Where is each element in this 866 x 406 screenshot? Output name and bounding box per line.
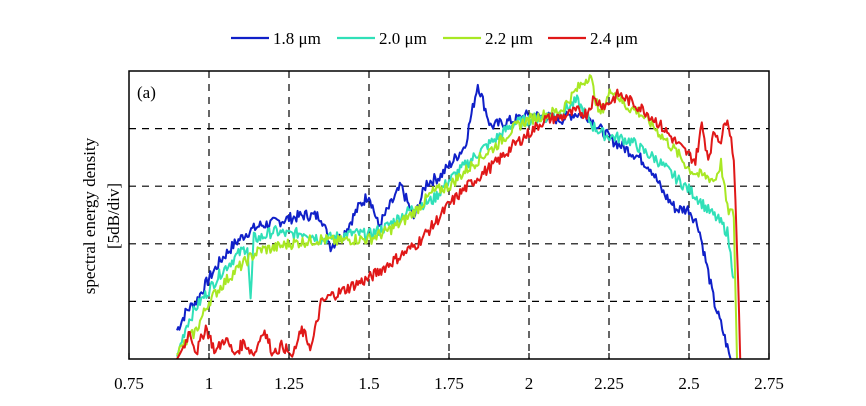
series-line-4 bbox=[176, 88, 742, 360]
series-line-1 bbox=[176, 83, 732, 360]
panel-label: (a) bbox=[137, 83, 156, 102]
x-tick-label: 1 bbox=[205, 374, 214, 393]
y-axis-label-line-1: spectral energy density bbox=[80, 137, 99, 294]
plot-lines bbox=[176, 74, 742, 360]
x-tick-label: 1.75 bbox=[434, 374, 464, 393]
legend-label-2: 2.0 μm bbox=[379, 29, 427, 48]
x-tick-label: 1.25 bbox=[274, 374, 304, 393]
x-tick-label: 2 bbox=[525, 374, 534, 393]
legend: 1.8 μm 2.0 μm 2.2 μm 2.4 μm bbox=[231, 29, 638, 48]
y-axis-label-line-2: [5dB/div] bbox=[104, 183, 123, 249]
grid bbox=[129, 71, 769, 359]
x-tick-label: 2.25 bbox=[594, 374, 624, 393]
legend-label-4: 2.4 μm bbox=[590, 29, 638, 48]
x-tick-label: 1.5 bbox=[358, 374, 379, 393]
x-tick-label: 2.5 bbox=[678, 374, 699, 393]
series-line-3 bbox=[176, 74, 738, 360]
x-tick-label: 0.75 bbox=[114, 374, 144, 393]
x-axis-ticks: 0.75 1 1.25 1.5 1.75 2 2.25 2.5 2.75 bbox=[114, 353, 784, 393]
legend-label-1: 1.8 μm bbox=[273, 29, 321, 48]
x-tick-label: 2.75 bbox=[754, 374, 784, 393]
legend-label-3: 2.2 μm bbox=[485, 29, 533, 48]
series-line-2 bbox=[176, 94, 735, 357]
